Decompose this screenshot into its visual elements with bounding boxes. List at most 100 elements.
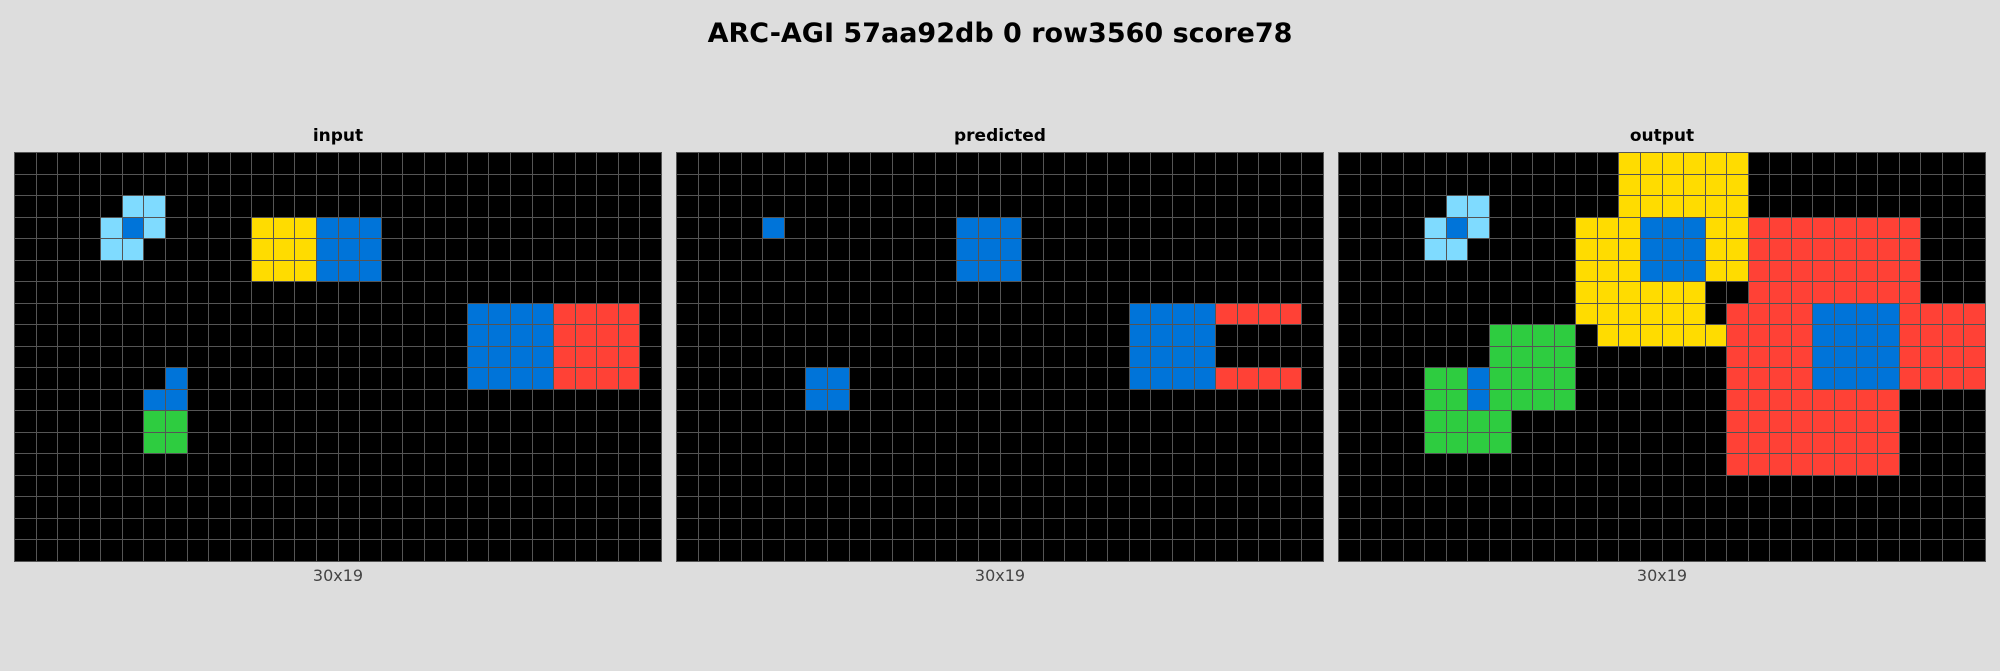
grid-cell [252, 475, 273, 497]
grid-cell [1129, 325, 1151, 346]
grid-cell [467, 497, 489, 518]
grid-cell [1554, 153, 1576, 174]
grid-cell [784, 153, 806, 174]
grid-cell [381, 368, 403, 389]
grid-cell [935, 411, 957, 432]
grid-cell [230, 260, 252, 282]
grid-cell [1000, 411, 1022, 432]
grid-cell [1640, 411, 1662, 432]
grid-cell [957, 303, 978, 325]
grid-cell [467, 239, 489, 260]
grid-cell [295, 196, 316, 217]
grid-cell [618, 540, 640, 561]
grid-cell [79, 475, 101, 497]
grid-cell [1856, 475, 1878, 497]
grid-cell [144, 475, 165, 497]
grid-cell [1022, 475, 1043, 497]
grid-cell [1151, 411, 1173, 432]
grid-cell [1576, 368, 1597, 389]
grid-cell [1259, 239, 1280, 260]
grid-cell [1921, 368, 1942, 389]
grid-cell [1151, 389, 1173, 411]
grid-cell [165, 282, 187, 303]
grid-cell [554, 153, 575, 174]
grid-cell [1899, 174, 1921, 196]
grid-cell [532, 174, 554, 196]
grid-cell [554, 475, 575, 497]
grid-cell [640, 260, 661, 282]
grid-cell [187, 282, 209, 303]
grid-cell [1237, 346, 1259, 368]
grid-cell [381, 475, 403, 497]
grid-cell [36, 325, 58, 346]
grid-cell [1086, 454, 1108, 475]
grid-cell [1259, 454, 1280, 475]
grid-cell [1259, 497, 1280, 518]
grid-cell [618, 368, 640, 389]
grid-cell [1173, 260, 1194, 282]
grid-cell [1151, 346, 1173, 368]
grid-cell [1339, 518, 1360, 540]
grid-cell [806, 303, 827, 325]
grid-cell [467, 325, 489, 346]
grid-cell [1302, 389, 1323, 411]
grid-cell [1835, 411, 1856, 432]
grid-cell [1022, 432, 1043, 454]
grid-cell [316, 153, 338, 174]
grid-cell [1705, 389, 1727, 411]
grid-cell [1280, 368, 1302, 389]
grid-cell [677, 239, 698, 260]
grid-cell [36, 303, 58, 325]
grid-cell [1727, 411, 1748, 432]
grid-cell [677, 325, 698, 346]
grid-cell [1640, 196, 1662, 217]
grid-cell [914, 217, 935, 239]
grid-cell [1835, 260, 1856, 282]
grid-cell [914, 346, 935, 368]
grid-cell [1194, 497, 1216, 518]
grid-cell [316, 260, 338, 282]
grid-cell [763, 497, 784, 518]
grid-cell [640, 454, 661, 475]
grid-cell [597, 282, 618, 303]
grid-cell [1640, 389, 1662, 411]
grid-cell [1216, 454, 1237, 475]
grid-cell [1043, 196, 1065, 217]
grid-cell [1856, 217, 1878, 239]
grid-cell [806, 432, 827, 454]
grid-cell [1446, 540, 1468, 561]
grid-cell [1921, 540, 1942, 561]
grid-cell [1043, 260, 1065, 282]
grid-cell [914, 303, 935, 325]
grid-cell [698, 497, 720, 518]
grid-cell [957, 196, 978, 217]
grid-cell [1964, 325, 1985, 346]
grid-cell [827, 346, 849, 368]
grid-cell [295, 411, 316, 432]
grid-cell [1151, 239, 1173, 260]
grid-cell [957, 454, 978, 475]
grid-cell [575, 454, 597, 475]
grid-cell [1108, 282, 1129, 303]
grid-cell [1468, 475, 1489, 497]
grid-cell [1043, 368, 1065, 389]
grid-cell [1878, 153, 1899, 174]
grid-cell [1899, 389, 1921, 411]
grid-cell [1065, 540, 1086, 561]
grid-cell [1899, 282, 1921, 303]
grid-cell [1043, 282, 1065, 303]
grid-cell [1000, 196, 1022, 217]
grid-cell [763, 475, 784, 497]
grid-cell [957, 174, 978, 196]
grid-cell [1533, 540, 1554, 561]
grid-cell [914, 389, 935, 411]
grid-cell [511, 260, 532, 282]
grid-cell [1770, 454, 1791, 475]
grid-cell [252, 260, 273, 282]
grid-cell [741, 239, 763, 260]
grid-cell [720, 475, 741, 497]
grid-cell [720, 432, 741, 454]
grid-cell [403, 174, 424, 196]
grid-cell [144, 497, 165, 518]
grid-cell [489, 432, 511, 454]
